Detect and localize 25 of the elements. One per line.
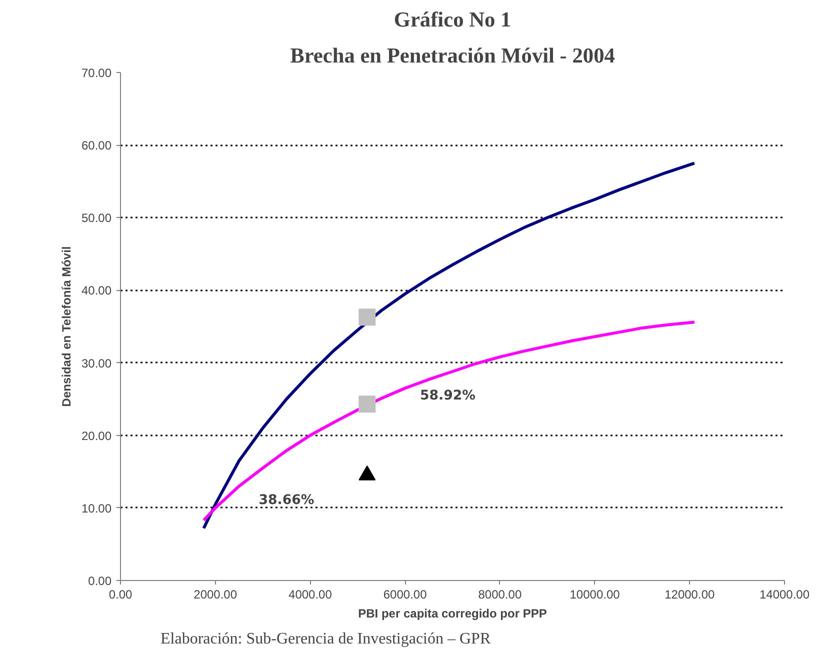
chart-subtitle: Brecha en Penetración Móvil - 2004 — [290, 44, 616, 68]
y-tick-label: 50.00 — [81, 211, 112, 226]
y-tick-label: 40.00 — [81, 284, 112, 298]
x-axis-title: PBI per capita corregido por PPP — [358, 606, 547, 620]
x-tick-label: 10000.00 — [570, 588, 620, 602]
x-tick-label: 12000.00 — [664, 588, 715, 602]
x-tick-label: 0.00 — [108, 588, 133, 602]
annotation: 58.92% — [420, 388, 476, 404]
line-series — [202, 320, 696, 522]
x-tick-label: 8000.00 — [478, 588, 522, 602]
line-series — [202, 162, 696, 530]
y-tick-label: 60.00 — [81, 138, 112, 153]
y-tick-label: 0.00 — [88, 574, 112, 588]
x-tick-label: 6000.00 — [383, 588, 428, 602]
x-tick-label: 2000.00 — [194, 588, 238, 602]
chart-title: Gráfico No 1 — [394, 8, 512, 32]
y-tick-label: 30.00 — [81, 356, 112, 370]
text: Elaboración: Sub-Gerencia de Investigación – GPR — [160, 630, 491, 648]
y-tick-label: 20.00 — [81, 428, 112, 443]
y-axis-title: Densidad en Telefonía Móvil — [59, 246, 74, 407]
x-tick-label: 4000.00 — [288, 588, 332, 602]
x-tick-label: 14000.00 — [759, 588, 810, 602]
y-tick-label: 70.00 — [81, 66, 112, 80]
y-tick-label: 10.00 — [81, 501, 112, 516]
annotation: 38.66% — [258, 493, 314, 508]
